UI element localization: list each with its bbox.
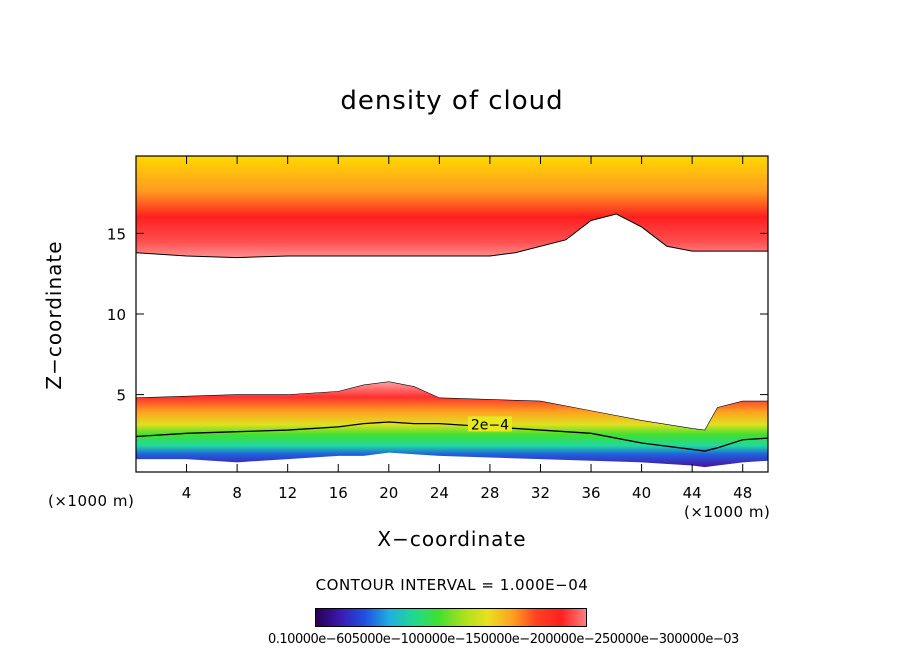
x-tick-label: 40: [632, 484, 651, 502]
x-tick-label: 28: [480, 484, 499, 502]
x-tick-label: 24: [430, 484, 449, 502]
x-axis-label: X−coordinate: [377, 527, 527, 551]
chart-title: density of cloud: [340, 86, 564, 116]
contour-interval-text: CONTOUR INTERVAL = 1.000E−04: [315, 576, 589, 594]
x-tick-label: 12: [278, 484, 297, 502]
x-tick-label: 8: [232, 484, 242, 502]
upper-cloud-layer: [136, 156, 768, 258]
y-tick-label: 5: [116, 387, 126, 405]
plot-frame: [135, 155, 769, 473]
x-tick-label: 48: [733, 484, 752, 502]
y-tick-label: 10: [107, 306, 126, 324]
x-tick-label: 16: [329, 484, 348, 502]
upper-layer-base-contour: [136, 213, 768, 259]
y-axis-label: Z−coordinate: [42, 240, 66, 390]
contour-2e-4: [136, 421, 768, 452]
y-tick-label: 15: [107, 225, 126, 243]
x-unit-label-left: (×1000 m): [48, 492, 135, 510]
colorbar-labels: 0.10000e−605000e−100000e−150000e−200000e…: [268, 632, 739, 647]
x-tick-label: 32: [531, 484, 550, 502]
lower-layer-top-contour: [136, 381, 768, 431]
colorbar: [315, 608, 587, 627]
x-tick-label: 4: [182, 484, 192, 502]
x-tick-label: 36: [581, 484, 600, 502]
x-tick-label: 20: [379, 484, 398, 502]
x-unit-label-right: (×1000 m): [684, 503, 771, 521]
contour-label: 2e−4: [471, 417, 509, 433]
x-tick-label: 44: [683, 484, 702, 502]
contour-label-background: [467, 416, 512, 432]
